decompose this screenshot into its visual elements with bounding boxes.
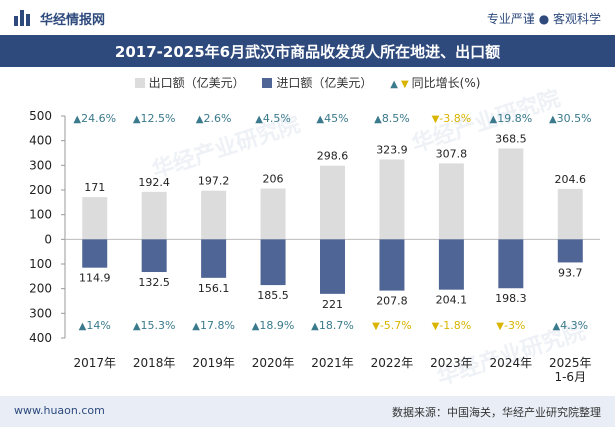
y-tick-label: 400 (29, 134, 52, 148)
triangle-down-icon: ▼ (400, 79, 409, 90)
export-bar (141, 191, 167, 240)
import-value-label: 221 (322, 298, 343, 311)
import-growth-label: ▲17.8% (192, 319, 235, 332)
footer: www.huaon.com 数据来源：中国海关，华经产业研究院整理 (0, 396, 615, 427)
export-bar (260, 188, 286, 240)
export-value-label: 307.8 (436, 147, 468, 160)
x-tick-label: 2018年 (133, 356, 176, 370)
export-bar (379, 159, 405, 240)
title-bar: 2017-2025年6月武汉市商品收发货人所在地进、出口额 (0, 35, 615, 67)
x-tick-label: 2019年 (192, 356, 235, 370)
x-tick-label: 2025年 (549, 356, 592, 370)
export-growth-label: ▲4.5% (255, 112, 291, 125)
x-tick-label: 2024年 (490, 356, 533, 370)
export-bar (557, 188, 583, 240)
import-bar (320, 239, 345, 294)
export-growth-label: ▲19.8% (490, 112, 533, 125)
x-tick-label: 2023年 (430, 356, 473, 370)
export-value-label: 368.5 (495, 132, 527, 145)
export-growth-label: ▲8.5% (374, 112, 410, 125)
legend-import-label: 进口额（亿美元） (276, 76, 373, 90)
export-value-label: 298.6 (317, 150, 349, 163)
export-bar (438, 163, 464, 240)
chart-svg: 华经产业研究院 华经产业研究院华经产业研究院5004003002001000100… (29, 85, 600, 391)
import-bar (379, 239, 405, 291)
x-tick-label: 2022年 (371, 356, 414, 370)
import-bar (557, 239, 583, 263)
export-growth-label: ▲24.6% (73, 112, 116, 125)
y-tick-label: 200 (29, 183, 52, 197)
y-tick-label: 0 (44, 232, 52, 246)
x-tick-label: 2020年 (252, 356, 295, 370)
import-growth-label: ▲18.7% (311, 319, 354, 332)
brand-name: 华经情报网 (40, 13, 106, 28)
x-tick-label: 2017年 (73, 356, 116, 370)
import-growth-label: ▲15.3% (133, 319, 176, 332)
import-value-label: 185.5 (257, 289, 289, 302)
export-value-label: 197.2 (198, 175, 230, 188)
legend-item-import: 进口额（亿美元） (262, 74, 372, 91)
import-bar (438, 239, 464, 290)
export-growth-label: ▲30.5% (549, 112, 592, 125)
x-tick-label: 1-6月 (554, 370, 586, 384)
import-bar (498, 239, 524, 289)
import-value-label: 207.8 (376, 295, 408, 308)
import-growth-label: ▲14% (79, 319, 111, 332)
export-growth-label: ▼-3.8% (432, 112, 472, 125)
import-growth-label: ▲4.3% (552, 319, 588, 332)
export-value-label: 206 (263, 173, 284, 186)
y-tick-label: 200 (29, 282, 52, 296)
y-tick-label: 300 (29, 306, 52, 320)
y-tick-label: 100 (29, 208, 52, 222)
export-growth-label: ▲2.6% (196, 112, 232, 125)
export-value-label: 192.4 (138, 176, 170, 189)
export-value-label: 323.9 (376, 143, 408, 156)
y-tick-label: 400 (29, 331, 52, 345)
import-growth-label: ▼-5.7% (372, 319, 412, 332)
import-swatch (262, 78, 273, 88)
export-bar (82, 197, 108, 240)
legend-item-export: 出口额（亿美元） (134, 74, 245, 91)
import-bar (82, 239, 108, 268)
y-tick-label: 100 (29, 257, 52, 271)
export-bar (201, 190, 227, 240)
export-bar (498, 148, 524, 240)
logo-icon (14, 10, 32, 26)
top-bar: 华经情报网 专业严谨 ● 客观科学 (0, 0, 615, 35)
legend: 出口额（亿美元） 进口额（亿美元） ▲ ▼ 同比增长(%) (0, 74, 615, 91)
export-value-label: 204.6 (555, 173, 587, 186)
export-bar (320, 165, 345, 240)
import-value-label: 93.7 (558, 266, 583, 279)
site-url: www.huaon.com (14, 404, 105, 417)
import-bar (141, 239, 167, 273)
legend-export-label: 出口额（亿美元） (148, 76, 245, 90)
import-bar (260, 239, 286, 286)
y-tick-label: 500 (29, 109, 52, 123)
export-growth-label: ▲12.5% (133, 112, 176, 125)
import-value-label: 198.3 (495, 292, 527, 305)
tagline: 专业严谨 ● 客观科学 (486, 12, 601, 26)
import-growth-label: ▼-1.8% (432, 319, 472, 332)
import-growth-label: ▼-3% (496, 319, 525, 332)
triangle-up-icon: ▲ (390, 79, 398, 90)
import-bar (201, 239, 227, 278)
chart-title: 2017-2025年6月武汉市商品收发货人所在地进、出口额 (114, 43, 501, 61)
import-value-label: 156.1 (198, 282, 230, 295)
y-tick-label: 300 (29, 158, 52, 172)
export-swatch (134, 78, 145, 88)
import-growth-label: ▲18.9% (252, 319, 295, 332)
export-value-label: 171 (84, 181, 105, 194)
import-value-label: 204.1 (436, 294, 468, 307)
export-growth-label: ▲45% (316, 112, 348, 125)
legend-item-growth: ▲ ▼ 同比增长(%) (390, 74, 480, 91)
import-value-label: 132.5 (138, 276, 170, 289)
data-source: 数据来源：中国海关，华经产业研究院整理 (392, 406, 601, 419)
legend-growth-label: 同比增长(%) (411, 76, 481, 90)
x-tick-label: 2021年 (311, 356, 354, 370)
import-value-label: 114.9 (79, 272, 111, 285)
